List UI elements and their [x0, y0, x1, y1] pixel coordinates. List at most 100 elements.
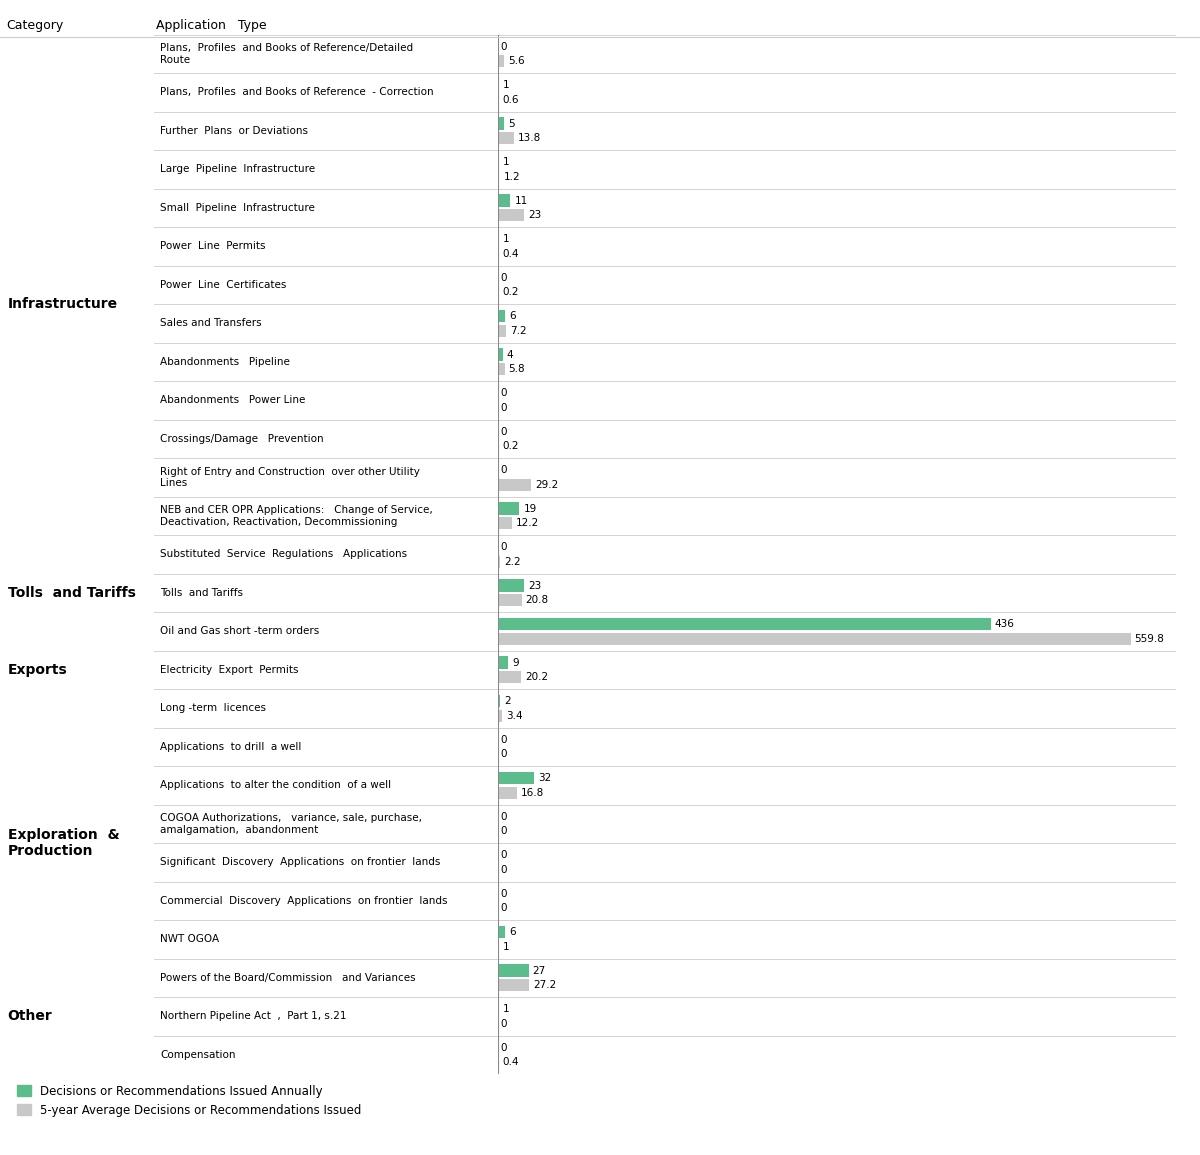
Bar [498, 709, 502, 722]
Bar [498, 964, 528, 977]
Text: COGOA Authorizations,   variance, sale, purchase,
amalgamation,  abandonment: COGOA Authorizations, variance, sale, pu… [161, 813, 422, 835]
Text: 12.2: 12.2 [516, 519, 539, 528]
Text: Category: Category [6, 20, 64, 32]
Bar [498, 656, 508, 669]
Text: Right of Entry and Construction  over other Utility
Lines: Right of Entry and Construction over oth… [161, 467, 420, 489]
Text: Crossings/Damage   Prevention: Crossings/Damage Prevention [161, 434, 324, 444]
Text: 27: 27 [533, 966, 546, 976]
Text: 0: 0 [500, 542, 506, 552]
Text: Oil and Gas short -term orders: Oil and Gas short -term orders [161, 626, 319, 636]
Text: 16.8: 16.8 [521, 788, 545, 798]
Bar [498, 310, 505, 322]
Text: 19: 19 [523, 504, 536, 514]
Text: 2: 2 [504, 696, 511, 706]
Text: 7.2: 7.2 [510, 326, 527, 336]
Text: 0: 0 [500, 465, 506, 475]
Text: 3.4: 3.4 [506, 710, 522, 721]
Bar [498, 349, 503, 360]
Text: Infrastructure: Infrastructure [7, 297, 118, 311]
Text: 0.4: 0.4 [503, 1057, 520, 1067]
Text: Northern Pipeline Act  ,  Part 1, s.21: Northern Pipeline Act , Part 1, s.21 [161, 1012, 347, 1021]
Text: 9: 9 [512, 657, 518, 668]
Text: Power  Line  Certificates: Power Line Certificates [161, 280, 287, 290]
Text: Long -term  licences: Long -term licences [161, 703, 266, 714]
Text: Tolls  and Tariffs: Tolls and Tariffs [161, 588, 244, 598]
Bar [498, 325, 506, 337]
Text: Electricity  Export  Permits: Electricity Export Permits [161, 665, 299, 675]
Text: 0.4: 0.4 [503, 248, 520, 259]
Text: 29.2: 29.2 [535, 479, 558, 490]
Text: 1.2: 1.2 [504, 172, 520, 181]
Bar [498, 671, 521, 684]
Text: 0: 0 [500, 750, 506, 759]
Text: 13.8: 13.8 [517, 133, 541, 143]
Text: 0: 0 [500, 388, 506, 398]
Text: 1: 1 [503, 157, 510, 167]
Text: 0: 0 [500, 1019, 506, 1029]
Bar [498, 171, 499, 182]
Text: 1: 1 [503, 80, 510, 90]
Text: Exploration  &
Production: Exploration & Production [7, 828, 119, 858]
Text: Plans,  Profiles  and Books of Reference  - Correction: Plans, Profiles and Books of Reference -… [161, 88, 434, 97]
Text: Powers of the Board/Commission   and Variances: Powers of the Board/Commission and Varia… [161, 973, 416, 983]
Text: Application   Type: Application Type [156, 20, 266, 32]
Bar [498, 695, 500, 707]
Bar [498, 363, 504, 375]
Text: 6: 6 [509, 927, 516, 937]
Text: Sales and Transfers: Sales and Transfers [161, 319, 262, 328]
Text: Commercial  Discovery  Applications  on frontier  lands: Commercial Discovery Applications on fro… [161, 896, 448, 906]
Bar [498, 209, 524, 222]
Bar [498, 926, 505, 938]
Bar [498, 194, 510, 207]
Text: 0: 0 [500, 850, 506, 860]
Text: Small  Pipeline  Infrastructure: Small Pipeline Infrastructure [161, 203, 316, 213]
Text: 0: 0 [500, 903, 506, 914]
Text: 20.8: 20.8 [526, 595, 548, 605]
Text: Plans,  Profiles  and Books of Reference/Detailed
Route: Plans, Profiles and Books of Reference/D… [161, 43, 414, 65]
Bar [498, 556, 500, 568]
Text: Other: Other [7, 1009, 53, 1023]
Bar [498, 772, 534, 784]
Text: Power  Line  Permits: Power Line Permits [161, 241, 266, 252]
Text: 0.6: 0.6 [503, 95, 520, 105]
Text: 0: 0 [500, 826, 506, 836]
Text: 27.2: 27.2 [533, 981, 556, 990]
Text: 0.2: 0.2 [503, 288, 518, 297]
Text: 0: 0 [500, 888, 506, 899]
Legend: Decisions or Recommendations Issued Annually, 5-year Average Decisions or Recomm: Decisions or Recommendations Issued Annu… [12, 1080, 366, 1122]
Text: 6: 6 [509, 311, 516, 321]
Text: Compensation: Compensation [161, 1050, 236, 1060]
Text: 5.8: 5.8 [509, 364, 526, 374]
Text: Applications  to alter the condition  of a well: Applications to alter the condition of a… [161, 781, 391, 790]
Text: 20.2: 20.2 [524, 672, 548, 683]
Text: Large  Pipeline  Infrastructure: Large Pipeline Infrastructure [161, 164, 316, 174]
Text: 0: 0 [500, 812, 506, 821]
Text: 0: 0 [500, 426, 506, 437]
Text: 0: 0 [500, 735, 506, 745]
Bar [498, 502, 520, 515]
Text: 5.6: 5.6 [509, 57, 526, 66]
Text: 23: 23 [528, 210, 541, 221]
Text: 5: 5 [508, 119, 515, 128]
Text: Applications  to drill  a well: Applications to drill a well [161, 742, 302, 752]
Bar [498, 118, 504, 129]
Text: 11: 11 [515, 195, 528, 206]
Text: 436: 436 [995, 619, 1015, 629]
Text: 4: 4 [506, 350, 514, 359]
Text: 0.2: 0.2 [503, 441, 518, 452]
Text: Exports: Exports [7, 663, 67, 677]
Text: Substituted  Service  Regulations   Applications: Substituted Service Regulations Applicat… [161, 550, 408, 559]
Text: 0: 0 [500, 273, 506, 283]
Text: 1: 1 [503, 234, 510, 244]
Text: 0: 0 [500, 865, 506, 874]
Text: Abandonments   Power Line: Abandonments Power Line [161, 395, 306, 405]
Text: 1: 1 [503, 1004, 510, 1014]
Text: Significant  Discovery  Applications  on frontier  lands: Significant Discovery Applications on fr… [161, 857, 440, 867]
Text: 1: 1 [503, 941, 510, 952]
Bar [498, 979, 529, 991]
Text: 0: 0 [500, 1043, 506, 1052]
Text: Further  Plans  or Deviations: Further Plans or Deviations [161, 126, 308, 136]
Bar [498, 478, 530, 491]
Bar [498, 787, 517, 799]
Text: 0: 0 [500, 403, 506, 412]
